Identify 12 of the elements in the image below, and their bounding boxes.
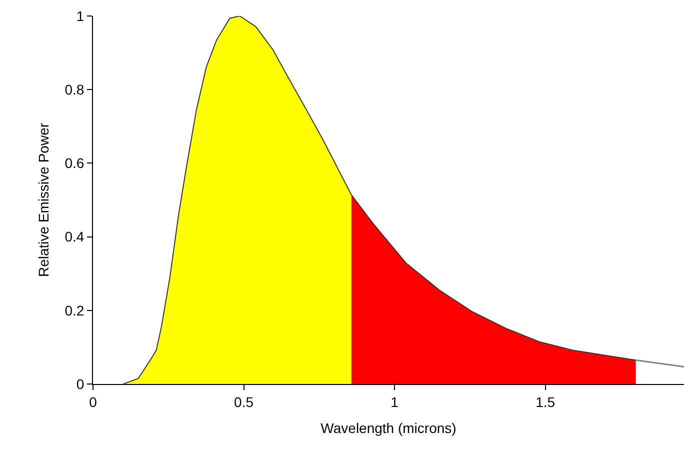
y-axis-title: Relative Emissive Power — [35, 122, 52, 278]
y-tick-label: 1 — [76, 8, 84, 24]
y-tick-label: 0.6 — [64, 155, 84, 172]
x-tick-label: 0 — [89, 394, 98, 410]
x-tick-label: 0.5 — [234, 394, 254, 410]
x-tick-label: 1.5 — [536, 394, 556, 410]
x-tick-label: 1 — [390, 394, 399, 410]
x-axis-title: Wavelength (microns) — [320, 420, 456, 436]
y-tick-label: 0.2 — [64, 302, 84, 318]
y-tick-label: 0 — [76, 376, 84, 392]
y-tick-label: 0.4 — [64, 228, 84, 245]
y-tick-label: 0.8 — [64, 82, 84, 98]
